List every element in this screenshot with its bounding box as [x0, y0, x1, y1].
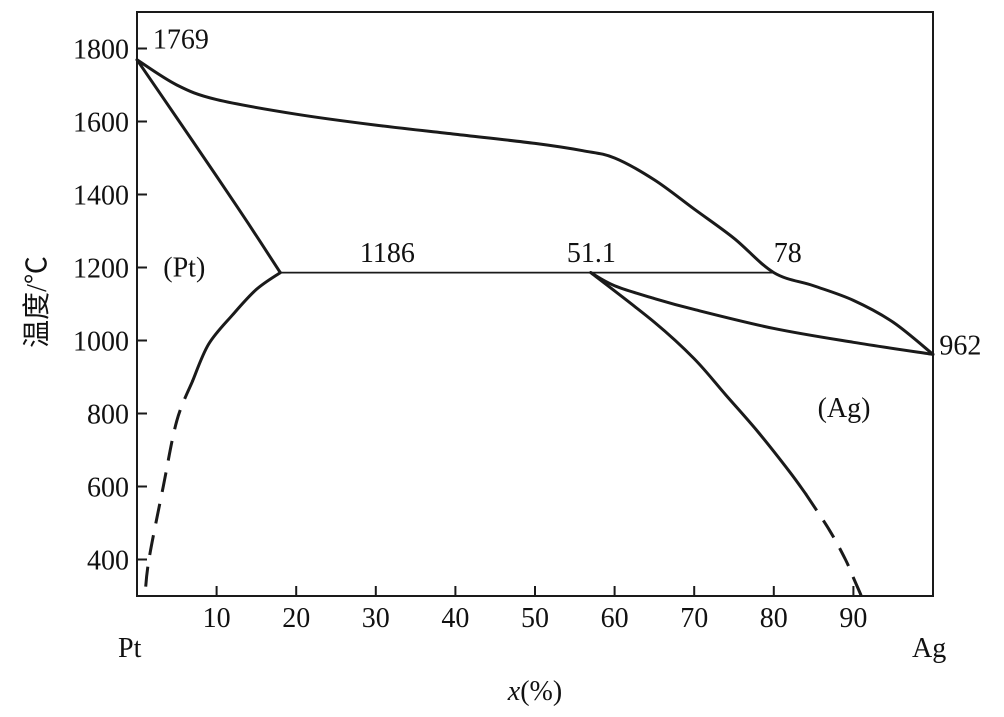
x-end-label-left: Pt — [118, 633, 142, 664]
annotation-label: (Pt) — [163, 253, 205, 284]
x-tick-label: 40 — [441, 603, 469, 634]
x-axis-var: x — [507, 676, 521, 707]
y-tick-label: 1800 — [73, 35, 129, 66]
annotation-label: 51.1 — [567, 238, 616, 269]
y-axis-title: 温度/℃ — [21, 256, 53, 348]
curve-solvus-ag-dashed — [804, 492, 863, 597]
annotation-label: 78 — [774, 238, 802, 269]
x-tick-label: 70 — [680, 603, 708, 634]
y-tick-label: 1400 — [73, 181, 129, 212]
x-tick-label: 80 — [760, 603, 788, 634]
x-tick-label: 60 — [601, 603, 629, 634]
y-tick-label: 1200 — [73, 254, 129, 285]
curve-solvus-pt — [191, 271, 282, 383]
y-tick-label: 600 — [87, 473, 129, 504]
y-tick-label: 800 — [87, 400, 129, 431]
x-tick-label: 10 — [203, 603, 231, 634]
x-end-label-right: Ag — [912, 633, 946, 664]
x-axis-title: x(%) — [507, 676, 562, 707]
y-tick-label: 400 — [87, 546, 129, 577]
curve-liquidus — [135, 58, 935, 356]
curve-solidus-pt — [135, 58, 282, 275]
tick-group: 10 20 30 40 50 60 70 80 90 400 600 800 1000 1200 1400 1… — [73, 35, 867, 635]
x-tick-label: 50 — [521, 603, 549, 634]
curve-group — [135, 58, 935, 597]
y-tick-label: 1600 — [73, 108, 129, 139]
curve-solvus-ag — [589, 271, 808, 496]
x-tick-label: 20 — [282, 603, 310, 634]
annotation-label: 1186 — [360, 238, 415, 269]
y-tick-label: 1000 — [73, 327, 129, 358]
x-tick-label: 30 — [362, 603, 390, 634]
annotation-label: 1769 — [153, 25, 209, 56]
curve-solidus-ag — [589, 271, 935, 356]
label-group: 1769 1186 51.1 78 962 (Pt) (Ag) — [153, 25, 981, 425]
annotation-label: (Ag) — [818, 393, 871, 424]
annotation-label: 962 — [939, 330, 981, 361]
x-axis-unit: (%) — [520, 676, 562, 707]
curve-solvus-pt-dashed — [143, 380, 195, 597]
x-tick-label: 90 — [839, 603, 867, 634]
